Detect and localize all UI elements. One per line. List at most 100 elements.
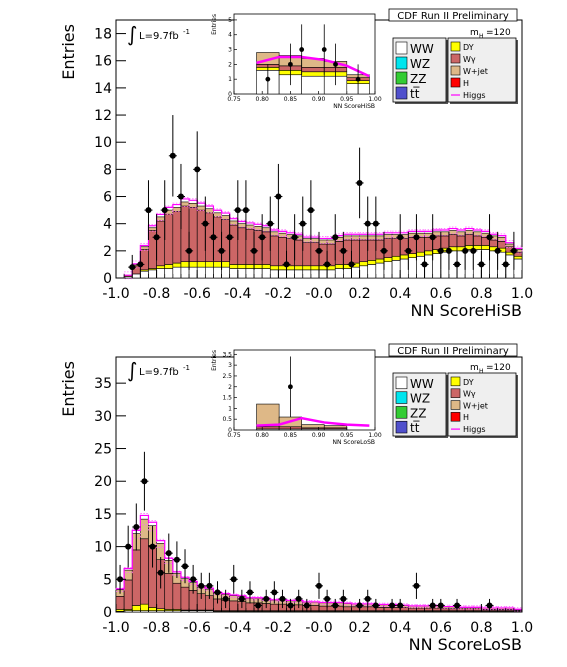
data-point bbox=[137, 261, 144, 268]
uncertainty-band bbox=[123, 271, 133, 280]
inset-x-axis-title: NN ScoreHiSB bbox=[333, 103, 375, 110]
data-point bbox=[125, 543, 132, 550]
losb-panel: -1.0 -0.8 -0.6 -0.4 -0.2 -0.0 0.2 0.4 0.6 0.8 1.00… bbox=[59, 343, 533, 654]
bar-ww bbox=[294, 269, 304, 279]
bar-ww bbox=[359, 265, 369, 279]
bar-wgamma bbox=[172, 211, 182, 264]
data-point bbox=[332, 234, 339, 241]
bar-dy bbox=[148, 607, 157, 611]
bar-ww bbox=[286, 269, 295, 279]
data-point bbox=[283, 261, 290, 268]
bar-ww bbox=[408, 257, 417, 279]
x-tick-label: 0.6 bbox=[430, 620, 452, 636]
bar-dy bbox=[399, 254, 409, 260]
bar-ww bbox=[351, 266, 360, 279]
bar-wgamma bbox=[245, 228, 255, 265]
data-point bbox=[372, 220, 379, 227]
y-tick-label: 8 bbox=[103, 162, 112, 178]
title-box bbox=[388, 343, 518, 357]
uncertainty-band bbox=[261, 223, 271, 232]
bar-dy bbox=[237, 264, 247, 269]
uncertainty-band bbox=[399, 230, 409, 239]
bar-ww bbox=[334, 268, 344, 279]
integral-symbol: ∫ bbox=[127, 22, 137, 46]
bar-wgamma bbox=[164, 573, 174, 610]
bar-wgamma bbox=[115, 596, 125, 610]
data-point bbox=[153, 234, 160, 241]
bar-wgamma bbox=[489, 239, 498, 248]
bar-wgamma bbox=[180, 586, 190, 611]
data-point bbox=[413, 582, 420, 589]
bar-wgamma bbox=[164, 213, 174, 265]
inset-x-tick-label: 0.95 bbox=[340, 96, 354, 103]
data-point bbox=[445, 247, 452, 254]
data-point bbox=[429, 234, 436, 241]
inset-bar-ww bbox=[301, 75, 325, 95]
bar-wgamma bbox=[472, 235, 482, 246]
bar-ww bbox=[156, 268, 166, 279]
inset-higgs-line bbox=[256, 416, 370, 427]
x-tick-label: 1.0 bbox=[511, 620, 533, 636]
bar-dy bbox=[391, 255, 401, 261]
bar-wgamma bbox=[172, 582, 182, 610]
mass-subscript: H bbox=[479, 33, 484, 40]
uncertainty-band bbox=[375, 232, 385, 240]
bar-dy bbox=[334, 264, 344, 269]
inset-bar-wjet bbox=[323, 425, 348, 429]
bar-wgamma bbox=[310, 605, 320, 611]
inset-data-point bbox=[288, 61, 293, 67]
uncertainty-band bbox=[424, 229, 434, 237]
x-tick-label: 0.2 bbox=[348, 620, 370, 636]
y-tick-label: 14 bbox=[94, 81, 112, 97]
inset-y-tick-label: 1.5 bbox=[222, 395, 232, 402]
legend-label: WZ bbox=[410, 57, 430, 71]
inset-bar-wgamma bbox=[256, 426, 280, 430]
data-point bbox=[210, 234, 217, 241]
mass-subscript: H bbox=[479, 368, 484, 375]
bar-ww bbox=[310, 269, 320, 279]
uncertainty-band bbox=[440, 228, 450, 236]
bar-wgamma bbox=[245, 602, 255, 611]
bar-wgamma bbox=[448, 234, 458, 248]
y-axis-title: Entries bbox=[59, 24, 78, 80]
data-point bbox=[202, 220, 209, 227]
uncertainty-band bbox=[302, 234, 312, 243]
legend-swatch bbox=[450, 53, 461, 64]
bar-ww bbox=[131, 273, 141, 279]
data-point bbox=[222, 595, 229, 602]
y-tick-label: 30 bbox=[94, 409, 112, 425]
bar-wgamma bbox=[359, 239, 369, 263]
bar-wgamma bbox=[351, 239, 360, 264]
uncertainty-band bbox=[286, 230, 296, 239]
data-point bbox=[295, 595, 302, 602]
luminosity-exponent: -1 bbox=[183, 28, 190, 36]
legend-swatch bbox=[450, 400, 461, 410]
legend-swatch bbox=[450, 388, 461, 398]
luminosity-label: L=9.7fb bbox=[139, 31, 179, 42]
data-point bbox=[161, 207, 168, 214]
legend-swatch bbox=[450, 41, 461, 52]
bar-wgamma bbox=[497, 241, 507, 249]
legend-swatch bbox=[395, 41, 408, 55]
uncertainty-band bbox=[131, 260, 141, 269]
legend-swatch bbox=[395, 420, 408, 434]
legend-label: tt̅ bbox=[410, 420, 420, 435]
bar-dy bbox=[513, 255, 523, 260]
bar-dy bbox=[156, 265, 166, 269]
legend-label: Wγ bbox=[463, 55, 476, 64]
legend-swatch bbox=[450, 412, 461, 422]
bar-ww bbox=[318, 269, 328, 279]
legend-label: DY bbox=[463, 43, 474, 52]
legend-swatch bbox=[395, 376, 408, 390]
data-point bbox=[389, 602, 396, 609]
uncertainty-band bbox=[489, 232, 499, 240]
data-point bbox=[129, 264, 136, 271]
uncertainty-band bbox=[139, 513, 149, 526]
bar-wjet bbox=[140, 518, 149, 540]
data-point bbox=[279, 595, 286, 602]
bar-ww bbox=[375, 262, 385, 279]
legend-label: ZZ bbox=[410, 406, 426, 420]
inset-x-tick-label: 0.80 bbox=[256, 96, 270, 103]
data-point bbox=[437, 247, 444, 254]
